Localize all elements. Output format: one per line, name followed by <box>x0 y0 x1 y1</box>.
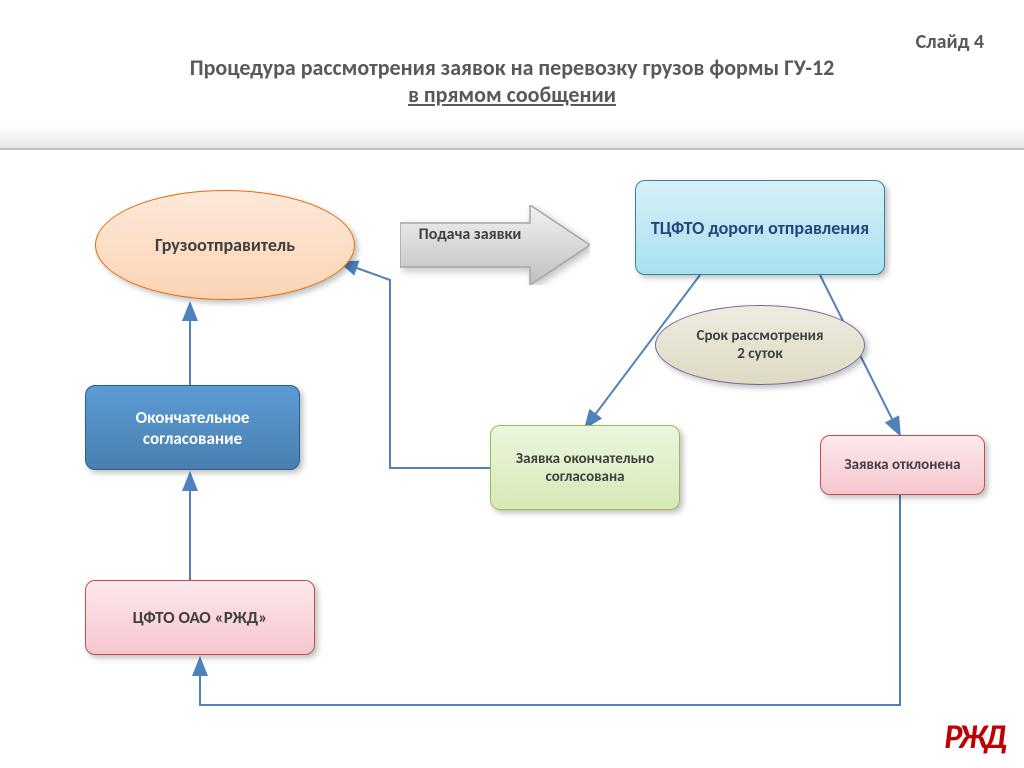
node-final-approval: Окончательное согласование <box>85 385 300 470</box>
node-sender-label: Грузоотправитель <box>155 234 295 256</box>
deadline-line1: Срок рассмотрения <box>697 327 824 345</box>
node-tcfto: ТЦФТО дороги отправления <box>635 180 885 275</box>
node-sender: Грузоотправитель <box>95 190 355 300</box>
page-title: Процедура рассмотрения заявок на перевоз… <box>40 54 984 81</box>
page-subtitle: в прямом сообщении <box>40 81 984 108</box>
header: Слайд 4 Процедура рассмотрения заявок на… <box>0 0 1024 150</box>
node-cfto-rzd: ЦФТО ОАО «РЖД» <box>85 580 315 655</box>
node-deadline: Срок рассмотрения 2 суток <box>655 305 865 385</box>
rzd-logo: РЖД <box>944 717 1004 758</box>
connector-approved-to-sender <box>340 262 490 468</box>
node-final-label: Окончательное согласование <box>100 407 285 449</box>
node-rejected: Заявка отклонена <box>820 435 985 495</box>
node-tcfto-label: ТЦФТО дороги отправления <box>651 217 869 239</box>
node-cfto-label: ЦФТО ОАО «РЖД» <box>133 607 268 628</box>
slide-number: Слайд 4 <box>40 30 984 54</box>
node-deadline-label: Срок рассмотрения 2 суток <box>697 327 824 363</box>
node-approved: Заявка окончательно согласована <box>490 425 680 510</box>
node-approved-label: Заявка окончательно согласована <box>505 450 665 486</box>
diagram-canvas: Грузоотправитель Подача заявки ТЦФТО дор… <box>0 150 1024 768</box>
deadline-line2: 2 суток <box>737 345 783 363</box>
node-rejected-label: Заявка отклонена <box>844 456 960 474</box>
node-submit-arrow: Подача заявки <box>400 205 590 285</box>
node-submit-label: Подача заявки <box>410 225 530 244</box>
